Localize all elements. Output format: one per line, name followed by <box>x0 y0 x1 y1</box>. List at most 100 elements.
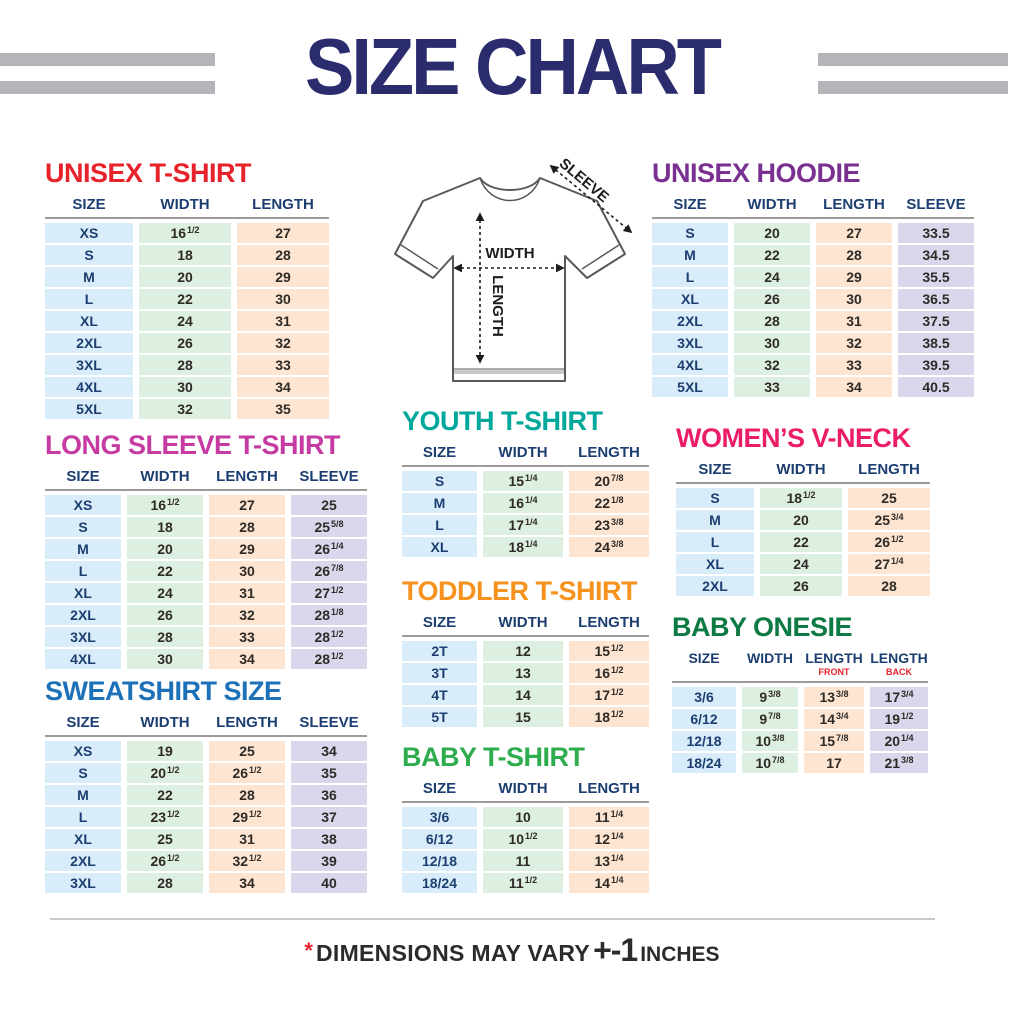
size-table-sweatshirt: SWEATSHIRT SIZE SIZE WIDTH LENGTH SLEEVE XS… <box>45 676 367 893</box>
size-cell: 5T <box>402 707 477 727</box>
size-table-youth-tshirt: YOUTH T-SHIRT SIZE WIDTH LENGTH S 151/4 207/… <box>402 406 649 557</box>
value-cell: 18 <box>139 245 231 265</box>
footnote-asterisk: * <box>304 938 313 963</box>
value-cell: 201/2 <box>127 763 203 783</box>
size-cell: 3XL <box>45 627 121 647</box>
size-cell: 3XL <box>45 873 121 893</box>
size-cell: XL <box>676 554 754 574</box>
size-cell: S <box>45 517 121 537</box>
value-cell: 30 <box>816 289 892 309</box>
value-cell: 131/4 <box>569 851 649 871</box>
value-cell: 27 <box>209 495 285 515</box>
size-cell: 3/6 <box>672 687 736 707</box>
size-table-baby-onesie: BABY ONESIE SIZE WIDTH LENGTH FRONT LENGTH BA… <box>672 612 928 773</box>
size-cell: 18/24 <box>672 753 736 773</box>
size-cell: M <box>45 785 121 805</box>
size-cell: M <box>652 245 728 265</box>
value-cell: 103/8 <box>742 731 798 751</box>
value-cell: 97/8 <box>742 709 798 729</box>
value-cell: 24 <box>760 554 842 574</box>
value-cell: 30 <box>734 333 810 353</box>
size-cell: S <box>45 763 121 783</box>
column-header: SLEEVE <box>299 468 359 485</box>
value-cell: 20 <box>127 539 203 559</box>
decorative-stripe <box>0 53 215 66</box>
size-cell: 2XL <box>676 576 754 596</box>
value-cell: 31 <box>209 583 285 603</box>
size-cell: XL <box>402 537 477 557</box>
table-header-row: SIZE WIDTH LENGTH SLEEVE <box>45 468 367 491</box>
value-cell: 281/8 <box>291 605 367 625</box>
table-header-row: SIZE WIDTH LENGTH <box>402 444 649 467</box>
size-cell: L <box>402 515 477 535</box>
value-cell: 231/2 <box>127 807 203 827</box>
value-cell: 40.5 <box>898 377 974 397</box>
value-cell: 28 <box>139 355 231 375</box>
column-header: SLEEVE <box>299 714 359 731</box>
value-cell: 34 <box>209 873 285 893</box>
value-cell: 261/4 <box>291 539 367 559</box>
table-body: 3/6 10 111/4 6/12 101/2 121/4 12/18 11 131/4 18/2… <box>402 807 649 893</box>
value-cell: 28 <box>237 245 329 265</box>
size-cell: L <box>45 561 121 581</box>
footnote-text: DIMENSIONS MAY VARY <box>315 940 591 966</box>
value-cell: 281/2 <box>291 649 367 669</box>
value-cell: 25 <box>848 488 930 508</box>
value-cell: 207/8 <box>569 471 649 491</box>
column-header: LENGTH <box>216 468 278 485</box>
value-cell: 26 <box>734 289 810 309</box>
size-cell: S <box>45 245 133 265</box>
size-cell: 6/12 <box>402 829 477 849</box>
size-cell: L <box>45 289 133 309</box>
size-cell: 2XL <box>45 851 121 871</box>
column-header: WIDTH <box>498 614 548 631</box>
table-title: LONG SLEEVE T-SHIRT <box>45 430 341 460</box>
value-cell: 32 <box>734 355 810 375</box>
value-cell: 26 <box>139 333 231 353</box>
column-header: WIDTH <box>498 780 548 797</box>
size-cell: L <box>652 267 728 287</box>
decorative-stripe <box>0 81 215 94</box>
column-header: SLEEVE <box>906 196 966 213</box>
table-header-row: SIZE WIDTH LENGTH SLEEVE <box>652 196 974 219</box>
footnote-variance: +-1 <box>593 932 638 968</box>
table-title: UNISEX T-SHIRT <box>45 158 252 188</box>
value-cell: 221/8 <box>569 493 649 513</box>
value-cell: 34.5 <box>898 245 974 265</box>
column-header: SIZE <box>422 444 457 461</box>
value-cell: 25 <box>291 495 367 515</box>
value-cell: 22 <box>760 532 842 552</box>
size-table-toddler-tshirt: TODDLER T-SHIRT SIZE WIDTH LENGTH 2T 12 151/… <box>402 576 649 727</box>
value-cell: 22 <box>127 561 203 581</box>
value-cell: 141/4 <box>569 873 649 893</box>
value-cell: 12 <box>483 641 563 661</box>
size-cell: 3/6 <box>402 807 477 827</box>
value-cell: 161/2 <box>569 663 649 683</box>
value-cell: 291/2 <box>209 807 285 827</box>
table-body: S 20 27 33.5 M 22 28 34.5 L 24 29 35.5 XL 26 30 36.5 2XL… <box>652 223 974 397</box>
value-cell: 101/2 <box>483 829 563 849</box>
value-cell: 33 <box>734 377 810 397</box>
value-cell: 35.5 <box>898 267 974 287</box>
value-cell: 24 <box>734 267 810 287</box>
value-cell: 28 <box>127 627 203 647</box>
size-table-unisex-tshirt: UNISEX T-SHIRT SIZE WIDTH LENGTH XS 161/2 27… <box>45 158 329 419</box>
footer-divider <box>50 918 935 920</box>
column-header: SIZE <box>66 468 100 485</box>
value-cell: 14 <box>483 685 563 705</box>
value-cell: 37.5 <box>898 311 974 331</box>
decorative-stripe <box>818 53 1008 66</box>
value-cell: 261/2 <box>209 763 285 783</box>
value-cell: 34 <box>291 741 367 761</box>
footnote-unit: INCHES <box>640 943 720 966</box>
table-body: S 151/4 207/8 M 161/4 221/8 L 171/4 233/8 XL 181/4… <box>402 471 649 557</box>
value-cell: 271/4 <box>848 554 930 574</box>
value-cell: 24 <box>139 311 231 331</box>
table-header-row: SIZE WIDTH LENGTH <box>676 461 930 484</box>
table-title: TODDLER T-SHIRT <box>402 576 638 606</box>
table-body: 3/6 93/8 133/8 173/4 6/12 97/8 143/4 191/2 12/18… <box>672 687 928 773</box>
value-cell: 151/4 <box>483 471 563 491</box>
table-title: BABY ONESIE <box>672 612 853 642</box>
value-cell: 15 <box>483 707 563 727</box>
value-cell: 243/8 <box>569 537 649 557</box>
